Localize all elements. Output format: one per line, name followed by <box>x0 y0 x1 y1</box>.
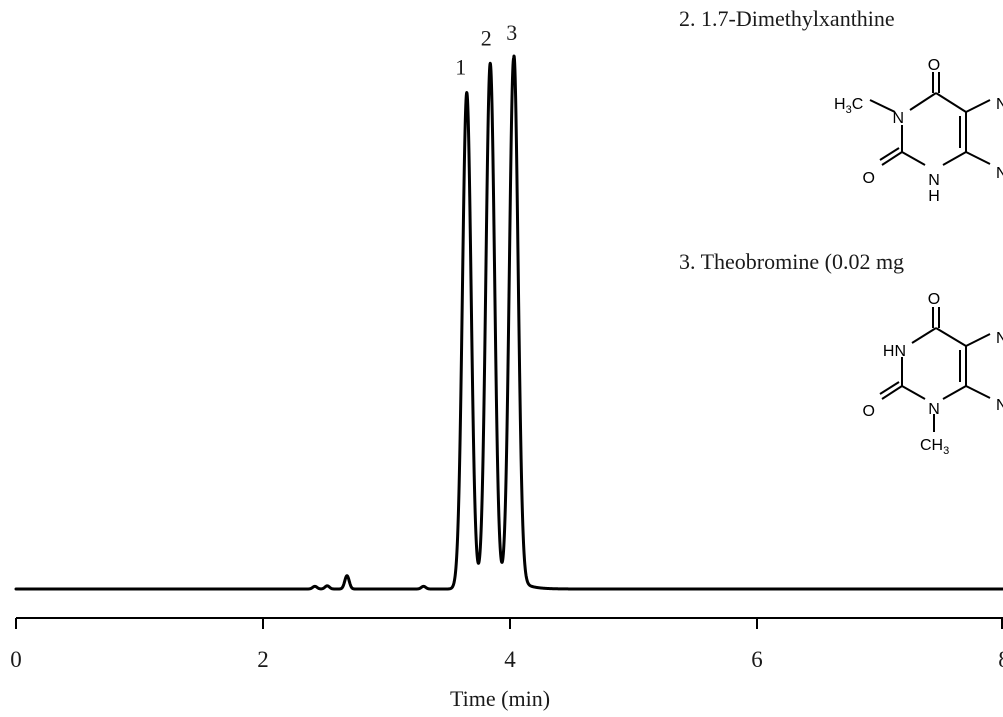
compound-2-atom-labels: O N N H O N N H3C <box>834 57 1003 205</box>
svg-text:O: O <box>863 170 875 187</box>
x-tick-label: 2 <box>257 647 269 672</box>
svg-text:N: N <box>996 165 1003 182</box>
svg-text:O: O <box>928 291 940 308</box>
x-tick-label: 6 <box>751 647 763 672</box>
x-axis-title: Time (min) <box>450 686 550 711</box>
svg-text:N: N <box>996 397 1003 414</box>
x-tick-label: 8 <box>998 647 1003 672</box>
svg-text:HN: HN <box>883 343 906 360</box>
svg-text:N: N <box>892 110 904 127</box>
compound-2-label: 2. 1.7-Dimethylxanthine <box>679 6 895 31</box>
peak-label-1: 1 <box>455 55 466 80</box>
compound-3-label: 3. Theobromine (0.02 mg <box>679 249 904 274</box>
svg-text:N: N <box>928 172 940 189</box>
x-tick-label: 4 <box>504 647 516 672</box>
svg-text:H3C: H3C <box>834 96 863 116</box>
svg-text:N: N <box>928 401 940 418</box>
svg-text:N: N <box>996 330 1003 347</box>
compound-2-structure <box>869 72 991 166</box>
svg-text:H: H <box>928 188 940 205</box>
peak-label-2: 2 <box>481 25 492 50</box>
compound-3-annotation: 3. Theobromine (0.02 mg O HN N O N N CH3 <box>679 249 1003 457</box>
x-axis-tick-labels: 0 2 4 6 8 <box>10 647 1003 672</box>
svg-text:O: O <box>928 57 940 74</box>
svg-text:O: O <box>863 403 875 420</box>
svg-text:N: N <box>996 96 1003 113</box>
compound-3-structure <box>879 307 991 432</box>
chromatogram-trace <box>14 54 1003 591</box>
x-tick-label: 0 <box>10 647 22 672</box>
peak-label-3: 3 <box>506 20 517 45</box>
compound-3-atom-labels: O HN N O N N CH3 <box>863 291 1003 457</box>
svg-text:CH3: CH3 <box>920 437 949 457</box>
x-axis-ticks <box>15 618 1003 629</box>
peak-labels: 12 3 <box>455 20 517 80</box>
compound-2-annotation: 2. 1.7-Dimethylxanthine O N N H O N N H <box>679 6 1003 205</box>
